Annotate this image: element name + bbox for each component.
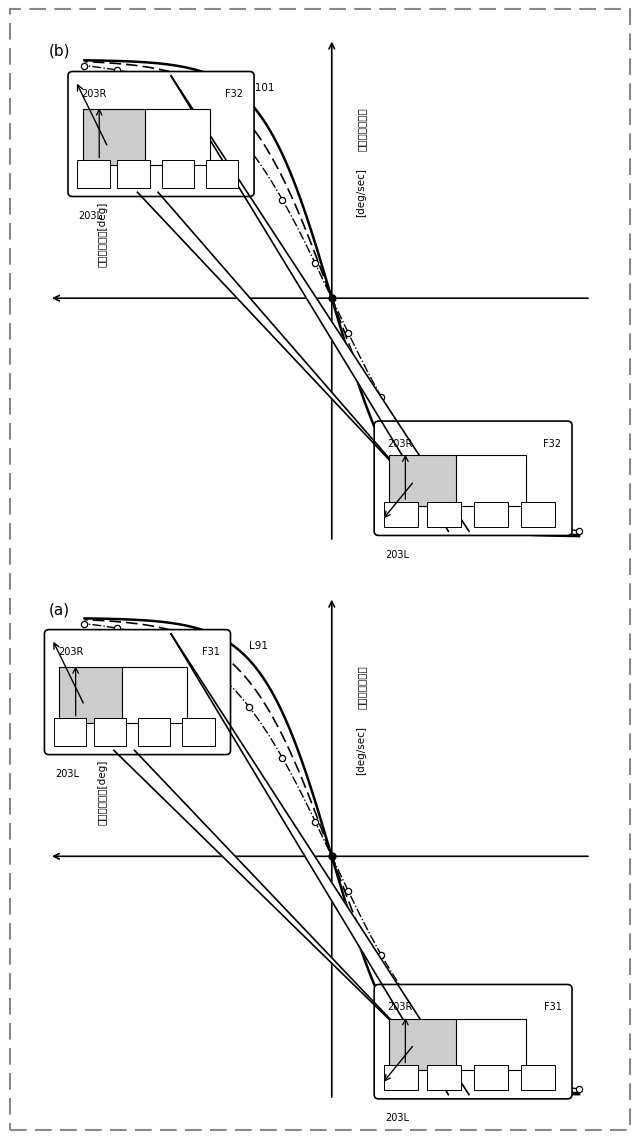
Text: 目標転舛舶角[deg]: 目標転舛舶角[deg] [97,202,107,268]
FancyBboxPatch shape [59,667,125,723]
Text: (b): (b) [49,44,70,59]
FancyBboxPatch shape [383,501,418,527]
FancyBboxPatch shape [77,161,110,188]
FancyBboxPatch shape [521,501,556,527]
Text: 203R: 203R [58,647,83,657]
Text: F31: F31 [202,647,220,657]
FancyBboxPatch shape [427,1065,461,1090]
Polygon shape [171,634,469,1095]
Text: L91: L91 [249,641,268,652]
FancyBboxPatch shape [94,719,126,746]
Text: [deg/sec]: [deg/sec] [356,726,366,775]
Text: L92: L92 [207,641,227,652]
FancyBboxPatch shape [474,501,508,527]
Text: 目標ヨーレート: 目標ヨーレート [356,107,366,150]
FancyBboxPatch shape [383,1065,418,1090]
Text: F32: F32 [225,89,243,99]
Text: (a): (a) [49,603,70,617]
FancyBboxPatch shape [389,456,458,507]
FancyBboxPatch shape [374,984,572,1099]
FancyBboxPatch shape [83,109,148,165]
FancyBboxPatch shape [118,161,150,188]
Text: 203L: 203L [79,211,102,221]
Text: 203R: 203R [388,1002,413,1011]
FancyBboxPatch shape [122,667,187,723]
Text: 203R: 203R [388,439,413,449]
FancyBboxPatch shape [427,501,461,527]
Text: [deg/sec]: [deg/sec] [356,167,366,216]
Polygon shape [138,192,406,477]
Text: 203L: 203L [385,550,409,559]
Text: 203R: 203R [81,89,107,99]
FancyBboxPatch shape [389,1019,458,1070]
FancyBboxPatch shape [474,1065,508,1090]
FancyBboxPatch shape [68,72,254,197]
FancyBboxPatch shape [182,719,214,746]
Text: F31: F31 [543,1002,561,1011]
Text: 目標転舛舶角[deg]: 目標転舛舶角[deg] [97,760,107,826]
Text: 203L: 203L [55,769,79,779]
FancyBboxPatch shape [138,719,170,746]
FancyBboxPatch shape [374,421,572,535]
FancyBboxPatch shape [145,109,211,165]
Text: 203L: 203L [385,1113,409,1123]
Polygon shape [114,751,406,1035]
FancyBboxPatch shape [54,719,86,746]
FancyBboxPatch shape [521,1065,556,1090]
Text: L102: L102 [207,83,233,93]
FancyBboxPatch shape [206,161,238,188]
FancyBboxPatch shape [456,1019,525,1070]
Text: L93: L93 [154,638,173,648]
Polygon shape [171,76,469,531]
Text: F32: F32 [543,439,561,449]
Text: 目標ヨーレート: 目標ヨーレート [356,665,366,708]
Text: L103: L103 [154,80,180,90]
FancyBboxPatch shape [44,630,230,755]
FancyBboxPatch shape [456,456,525,507]
Text: L101: L101 [249,83,275,93]
FancyBboxPatch shape [162,161,194,188]
